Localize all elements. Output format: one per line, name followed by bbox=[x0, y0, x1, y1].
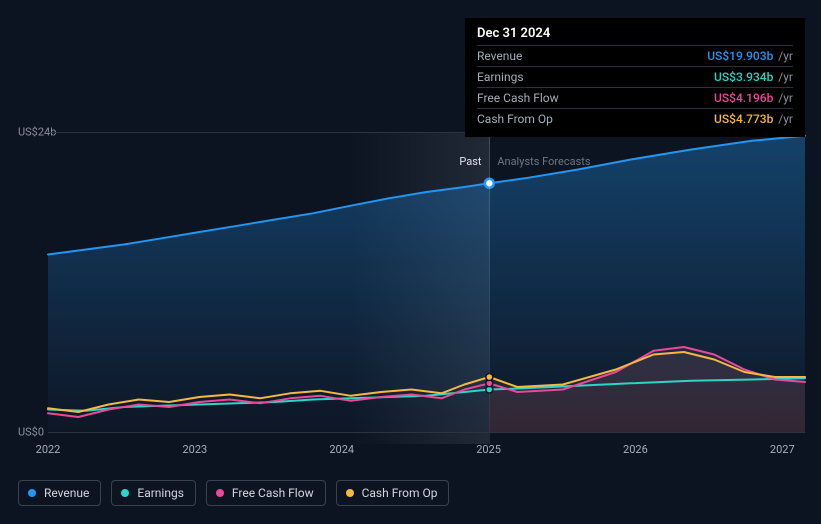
x-axis-label: 2023 bbox=[182, 443, 207, 456]
legend-swatch bbox=[121, 489, 129, 497]
tooltip-value: US$4.196b /yr bbox=[714, 91, 793, 105]
y-axis-label: US$0 bbox=[18, 426, 44, 439]
x-axis-label: 2024 bbox=[329, 443, 354, 456]
tooltip-row: Earnings US$3.934b /yr bbox=[477, 66, 793, 87]
x-axis-label: 2022 bbox=[36, 443, 61, 456]
tooltip-label: Earnings bbox=[477, 70, 524, 84]
x-axis: 202220232024202520262027 bbox=[48, 443, 805, 461]
legend-item-earnings[interactable]: Earnings bbox=[111, 480, 196, 506]
tooltip-label: Cash From Op bbox=[477, 112, 553, 126]
legend-item-revenue[interactable]: Revenue bbox=[18, 480, 101, 506]
x-axis-label: 2027 bbox=[770, 443, 795, 456]
tooltip-label: Revenue bbox=[477, 49, 522, 63]
tooltip: Dec 31 2024 Revenue US$19.903b /yr Earning… bbox=[465, 18, 805, 137]
legend-label: Earnings bbox=[137, 486, 184, 500]
legend-label: Free Cash Flow bbox=[232, 486, 314, 500]
tooltip-row: Free Cash Flow US$4.196b /yr bbox=[477, 87, 793, 108]
legend-label: Cash From Op bbox=[362, 486, 438, 500]
tooltip-value: US$3.934b /yr bbox=[714, 70, 793, 84]
legend: Revenue Earnings Free Cash Flow Cash From O… bbox=[18, 480, 449, 506]
legend-swatch bbox=[28, 489, 36, 497]
tooltip-row: Cash From Op US$4.773b /yr bbox=[477, 108, 793, 129]
legend-label: Revenue bbox=[44, 486, 89, 500]
legend-swatch bbox=[216, 489, 224, 497]
forecast-label: Analysts Forecasts bbox=[497, 155, 590, 168]
legend-item-cash-from-op[interactable]: Cash From Op bbox=[336, 480, 450, 506]
chart-container: Dec 31 2024 Revenue US$19.903b /yr Earning… bbox=[18, 18, 805, 506]
tooltip-value: US$4.773b /yr bbox=[714, 112, 793, 126]
legend-swatch bbox=[346, 489, 354, 497]
legend-item-free-cash-flow[interactable]: Free Cash Flow bbox=[206, 480, 326, 506]
x-axis-label: 2025 bbox=[476, 443, 501, 456]
gridline bbox=[48, 432, 805, 433]
x-axis-label: 2026 bbox=[623, 443, 648, 456]
tooltip-value: US$19.903b /yr bbox=[707, 49, 793, 63]
tooltip-row: Revenue US$19.903b /yr bbox=[477, 45, 793, 66]
tooltip-date: Dec 31 2024 bbox=[477, 26, 793, 45]
past-label: Past bbox=[459, 155, 481, 168]
tooltip-label: Free Cash Flow bbox=[477, 91, 559, 105]
